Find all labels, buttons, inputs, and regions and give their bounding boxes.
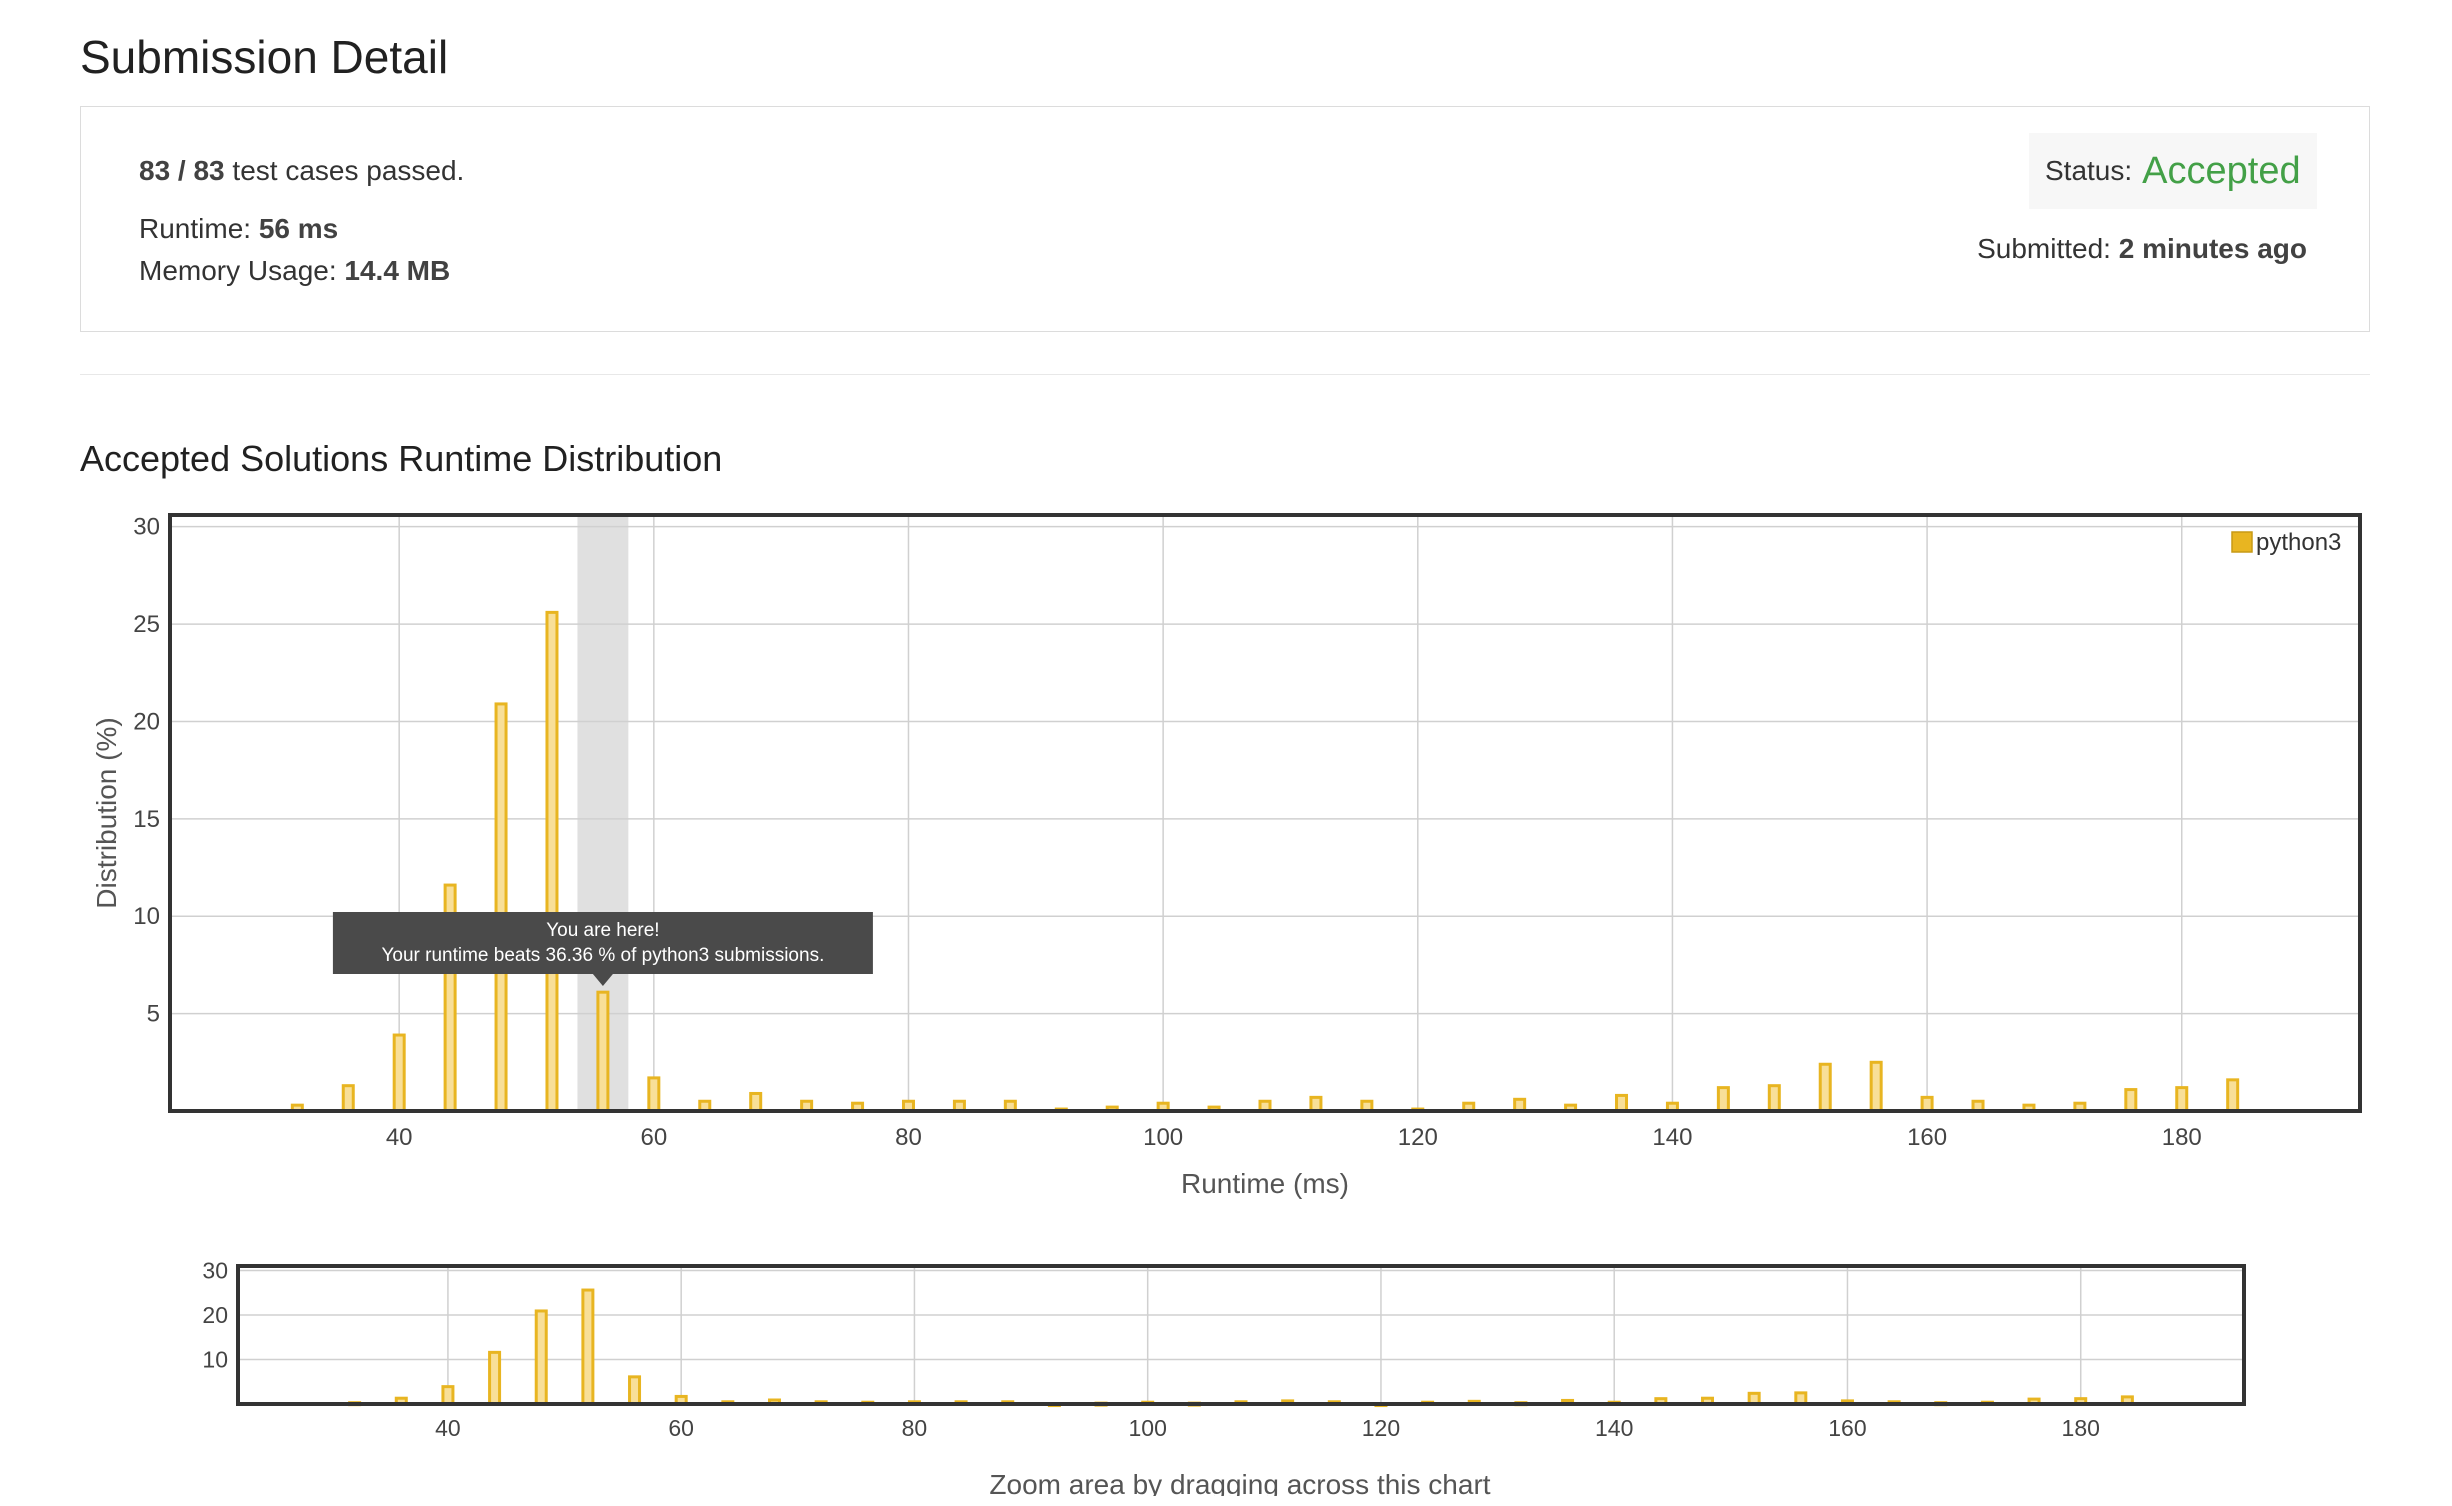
bar [596, 990, 610, 1113]
section-title: Accepted Solutions Runtime Distribution [80, 438, 723, 479]
page-title: Submission Detail [80, 31, 449, 83]
runtime-row: Runtime: 56 ms [139, 213, 338, 245]
bar [1869, 1060, 1883, 1113]
zoom-x-tick-label: 140 [1595, 1415, 1633, 1441]
y-tick-label: 5 [147, 1001, 160, 1028]
runtime-label: Runtime: [139, 213, 252, 244]
bar [1767, 1084, 1781, 1113]
bar [2124, 1088, 2138, 1113]
section-divider [80, 374, 2370, 375]
legend-label: python3 [2256, 529, 2341, 556]
zoom-y-tick-label: 20 [202, 1302, 228, 1328]
y-tick-label: 10 [133, 903, 160, 930]
y-axis-label: Distribution (%) [91, 717, 122, 908]
status-value[interactable]: Accepted [2142, 149, 2301, 192]
zoom-caption: Zoom area by dragging across this chart [989, 1469, 1490, 1496]
zoom-x-tick-label: 160 [1828, 1415, 1866, 1441]
x-tick-label: 80 [895, 1124, 922, 1151]
bar [647, 1076, 661, 1113]
zoom-y-tick-label: 30 [202, 1257, 228, 1283]
x-tick-label: 60 [640, 1124, 667, 1151]
runtime-tooltip: You are here! Your runtime beats 36.36 % … [332, 912, 873, 986]
legend-swatch [2231, 531, 2253, 553]
test-cases-row: 83 / 83 test cases passed. [139, 155, 464, 187]
memory-value: 14.4 MB [344, 255, 451, 286]
test-cases-count: 83 / 83 [139, 155, 225, 186]
bar [1920, 1095, 1934, 1113]
x-tick-label: 180 [2162, 1124, 2202, 1151]
runtime-distribution-chart[interactable]: 40 60 80 100 120 140 160 180 5 10 15 20 25 30 Runtime … [80, 500, 2380, 1200]
x-tick-label: 120 [1398, 1124, 1438, 1151]
tooltip-box [332, 912, 873, 974]
zoom-x-tick-label: 100 [1129, 1415, 1167, 1441]
submitted-row: Submitted: 2 minutes ago [1977, 233, 2307, 265]
bar [1716, 1086, 1730, 1113]
bar [545, 610, 559, 1113]
legend: python3 [2231, 529, 2341, 556]
bar [341, 1084, 355, 1113]
submission-summary-panel: 83 / 83 test cases passed. Runtime: 56 m… [80, 106, 2370, 332]
bar [1615, 1093, 1629, 1113]
runtime-value: 56 ms [258, 213, 339, 244]
zoom-navigator-chart[interactable]: 40 60 80 100 120 140 160 180 10 20 30 Zoom area by … [160, 1236, 2260, 1496]
bar [1818, 1062, 1832, 1113]
tooltip-pointer [592, 974, 613, 986]
zoom-bar [581, 1288, 595, 1406]
bar [494, 702, 508, 1113]
x-tick-label: 100 [1143, 1124, 1183, 1151]
zoom-x-tick-label: 180 [2062, 1415, 2100, 1441]
memory-row: Memory Usage: 14.4 MB [139, 255, 450, 287]
submitted-value: 2 minutes ago [2118, 233, 2307, 264]
x-tick-label: 40 [386, 1124, 413, 1151]
bar [392, 1033, 406, 1113]
test-cases-label: test cases passed. [232, 155, 465, 186]
status-badge: Status: Accepted [2029, 133, 2317, 209]
tooltip-line-1: You are here! [546, 920, 659, 941]
zoom-x-tick-label: 60 [668, 1415, 694, 1441]
zoom-bar [488, 1350, 502, 1406]
bar [2175, 1086, 2189, 1113]
y-tick-label: 20 [133, 708, 160, 735]
zoom-bar [628, 1375, 642, 1406]
y-tick-label: 25 [133, 611, 160, 638]
zoom-x-tick-label: 120 [1362, 1415, 1400, 1441]
zoom-plot-frame [236, 1264, 2246, 1406]
zoom-y-tick-label: 10 [202, 1346, 228, 1372]
y-tick-label: 30 [133, 514, 160, 541]
y-tick-label: 15 [133, 806, 160, 833]
zoom-bar [441, 1385, 455, 1406]
submitted-label: Submitted: [1977, 233, 2111, 264]
tooltip-line-2: Your runtime beats 36.36 % of python3 su… [381, 945, 824, 966]
bar [749, 1091, 763, 1113]
memory-label: Memory Usage: [139, 255, 337, 286]
x-tick-label: 140 [1652, 1124, 1692, 1151]
zoom-x-tick-label: 80 [902, 1415, 928, 1441]
status-label: Status: [2045, 155, 2133, 186]
zoom-x-tick-label: 40 [435, 1415, 461, 1441]
bar [2226, 1078, 2240, 1113]
bar [1309, 1095, 1323, 1113]
x-axis-label: Runtime (ms) [1181, 1168, 1349, 1199]
plot-frame [168, 513, 2362, 1113]
zoom-bar [534, 1309, 548, 1406]
x-tick-label: 160 [1907, 1124, 1947, 1151]
